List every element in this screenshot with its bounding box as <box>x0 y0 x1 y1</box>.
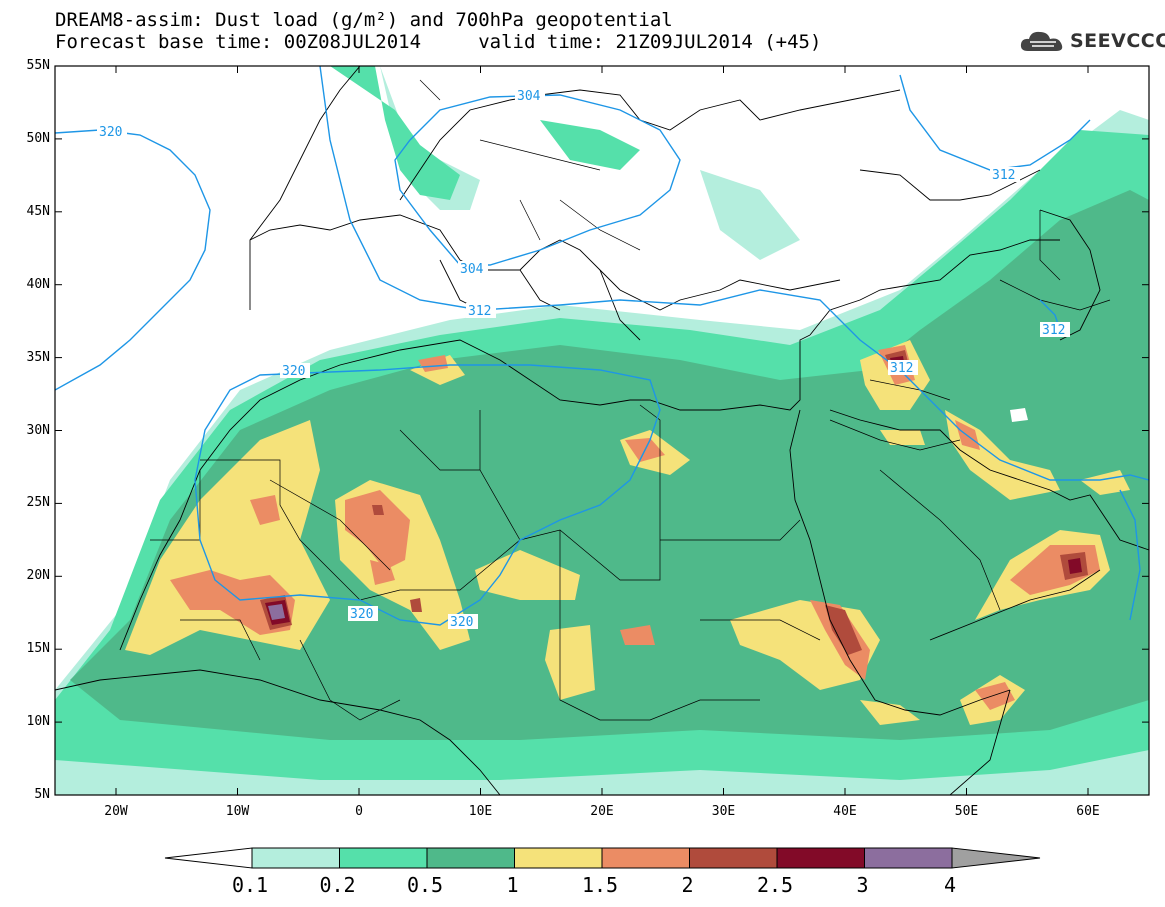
colorbar-swatch <box>776 847 865 869</box>
colorbar-swatch <box>689 847 778 869</box>
dust-level-3 <box>268 604 285 620</box>
contour-labels: 320 304 304 312 320 312 312 320 320 312 <box>97 88 1070 630</box>
latitude-label: 55N <box>26 58 50 73</box>
colorbar <box>164 847 1041 869</box>
contour-label-box <box>888 360 918 375</box>
contour-label: 304 <box>517 89 541 104</box>
colorbar-label: 1 <box>506 873 519 897</box>
contour-label: 312 <box>992 168 1015 183</box>
colorbar-label: 0.5 <box>406 873 444 897</box>
colorbar-label: 2.5 <box>756 873 794 897</box>
colorbar-label: 2 <box>681 873 694 897</box>
dust-level-0.1-balkans <box>700 170 800 260</box>
longitude-label: 40E <box>833 804 857 819</box>
contour-label: 320 <box>450 615 473 630</box>
longitude-label: 50E <box>954 804 979 819</box>
contour-label-box <box>97 124 127 139</box>
longitude-label: 0 <box>355 804 363 819</box>
colorbar-swatch <box>251 847 340 869</box>
contour-label: 312 <box>468 304 491 319</box>
colorbar-swatch <box>601 847 690 869</box>
latitude-label: 30N <box>26 422 50 438</box>
title-line-1: DREAM8-assim: Dust load (g/m²) and 700hP… <box>55 9 673 31</box>
longitude-label: 30E <box>711 804 736 819</box>
seevccc-logo: SEEVCCC <box>1018 27 1165 57</box>
contour-label-box <box>1040 322 1070 337</box>
contour-label-box <box>466 303 496 318</box>
contour-label-box <box>280 363 310 378</box>
contour-label: 320 <box>282 364 305 379</box>
longitude-label: 10E <box>468 804 493 819</box>
dust-level-0.2-north <box>330 66 460 200</box>
coastlines <box>55 66 1149 795</box>
contour-label-box <box>348 606 378 621</box>
dust-level-0.2-central <box>540 120 640 170</box>
colorbar-label: 0.2 <box>319 873 356 897</box>
latitude-label: 5N <box>34 787 50 802</box>
colorbar-label: 0.1 <box>231 873 269 897</box>
longitude-label: 20W <box>104 804 128 819</box>
contour-label: 312 <box>890 361 913 376</box>
contour-label-box <box>448 614 478 629</box>
latitude-label: 45N <box>26 203 50 219</box>
colorbar-under-triangle <box>164 847 253 869</box>
latitude-label: 15N <box>26 641 50 657</box>
colorbar-label: 3 <box>856 873 869 897</box>
dust-level-0.5 <box>70 190 1149 740</box>
latitude-label: 50N <box>26 130 50 146</box>
latitude-label: 10N <box>26 714 50 730</box>
latitude-label: 20N <box>26 568 50 584</box>
latitude-label: 25N <box>26 495 50 511</box>
latitude-label: 35N <box>26 349 50 365</box>
colorbar-over-triangle <box>951 847 1041 869</box>
contour-label: 320 <box>350 607 373 622</box>
contour-label: 320 <box>99 125 122 140</box>
contour-label-box <box>458 261 488 276</box>
colorbar-label: 1.5 <box>581 873 619 897</box>
colorbar-swatch <box>514 847 603 869</box>
contour-label-box <box>515 88 545 103</box>
longitude-label: 60E <box>1076 804 1100 819</box>
longitude-label: 10W <box>225 804 250 819</box>
contour-312-gulf <box>1119 489 1141 621</box>
colorbar-label: 4 <box>943 873 957 897</box>
clear-patch <box>1010 408 1028 422</box>
title-line-2: Forecast base time: 00Z08JUL2014 valid t… <box>55 31 822 53</box>
colorbar-swatch <box>864 847 953 869</box>
logo-text: SEEVCCC <box>1070 30 1165 52</box>
cloud-icon <box>1020 31 1063 51</box>
contour-label-box <box>990 167 1020 182</box>
colorbar-swatch <box>339 847 428 869</box>
contour-label: 312 <box>1042 323 1065 338</box>
axis-ticks <box>55 65 1149 796</box>
colorbar-swatch <box>426 847 515 869</box>
contour-320-africa <box>194 364 661 626</box>
contour-312 <box>319 66 1149 481</box>
longitude-label: 20E <box>590 804 614 819</box>
contour-320-west <box>55 129 211 391</box>
contour-label: 304 <box>460 262 484 277</box>
latitude-label: 40N <box>26 276 50 292</box>
